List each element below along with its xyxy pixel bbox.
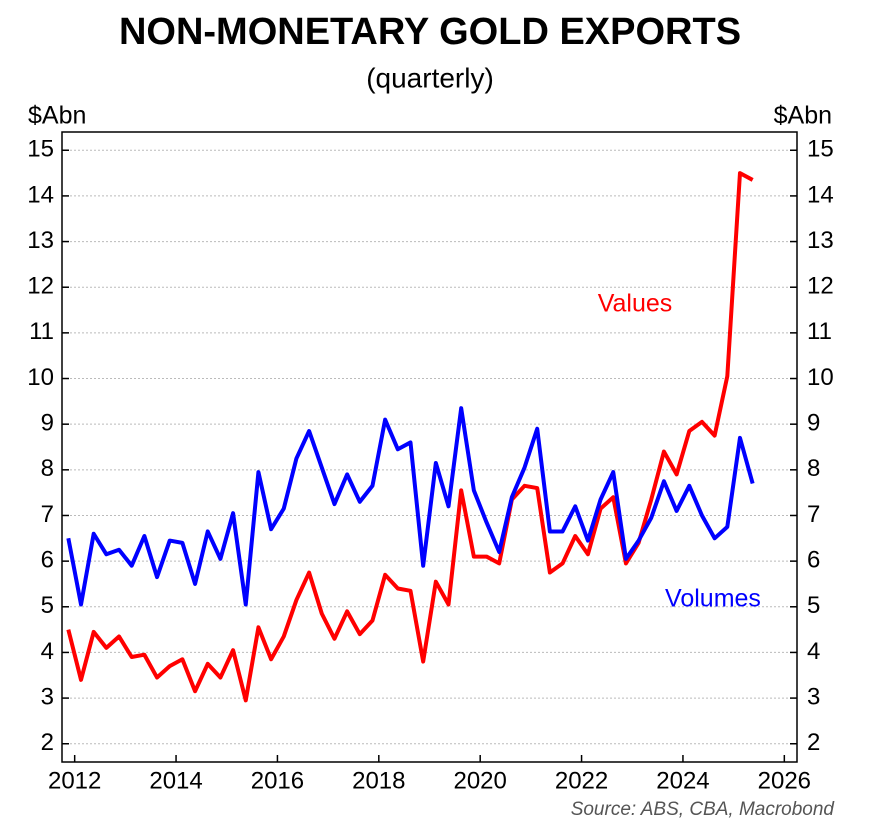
x-tick-label: 2022 (555, 767, 608, 794)
y2-tick-label: 10 (807, 364, 834, 391)
x-tick-label: 2024 (656, 767, 709, 794)
y-tick-label: 11 (29, 318, 54, 345)
y-tick-label: 2 (41, 729, 54, 756)
plot-frame (61, 131, 798, 763)
y2-tick-label: 8 (807, 455, 820, 482)
y-tick-label: 3 (41, 683, 54, 710)
y2-tick-label: 2 (807, 729, 820, 756)
y2-tick-label: 7 (807, 501, 820, 528)
y2-tick-label: 9 (807, 410, 820, 437)
y-axis-label: $Abn (28, 102, 86, 130)
y-tick-label: 10 (27, 364, 54, 391)
y2-tick-label: 13 (807, 227, 834, 254)
y2-tick-label: 12 (807, 273, 834, 300)
y-tick-label: 6 (41, 546, 54, 573)
x-tick-label: 2020 (453, 767, 506, 794)
y-tick-label: 4 (41, 638, 54, 665)
x-tick-label: 2012 (48, 767, 101, 794)
y2-tick-label: 4 (807, 638, 820, 665)
series-line (66, 406, 755, 607)
x-tick-label: 2016 (251, 767, 304, 794)
y-tick-label: 8 (41, 455, 54, 482)
x-tick-label: 2014 (149, 767, 202, 794)
y2-axis-label: $Abn (774, 102, 832, 130)
series-label: Volumes (665, 585, 761, 613)
y-tick-label: 15 (27, 136, 54, 163)
y-tick-label: 12 (27, 273, 54, 300)
y2-tick-label: 5 (807, 592, 820, 619)
x-tick-label: 2026 (758, 767, 811, 794)
y-tick-label: 14 (27, 181, 54, 208)
chart-title: NON-MONETARY GOLD EXPORTS (119, 11, 741, 53)
series-line (66, 171, 754, 703)
y2-tick-label: 15 (807, 136, 834, 163)
y2-tick-label: 3 (807, 683, 820, 710)
y-tick-label: 5 (41, 592, 54, 619)
y2-tick-label: 6 (807, 546, 820, 573)
y-tick-label: 9 (41, 410, 54, 437)
source-note: Source: ABS, CBA, Macrobond (571, 799, 836, 820)
x-tick-label: 2018 (352, 767, 405, 794)
y-tick-label: 13 (27, 227, 54, 254)
y2-tick-label: 14 (807, 181, 834, 208)
y2-tick-label: 11 (807, 318, 832, 345)
series-label: Values (598, 290, 673, 318)
y-tick-label: 7 (41, 501, 54, 528)
chart-subtitle: (quarterly) (366, 62, 494, 93)
